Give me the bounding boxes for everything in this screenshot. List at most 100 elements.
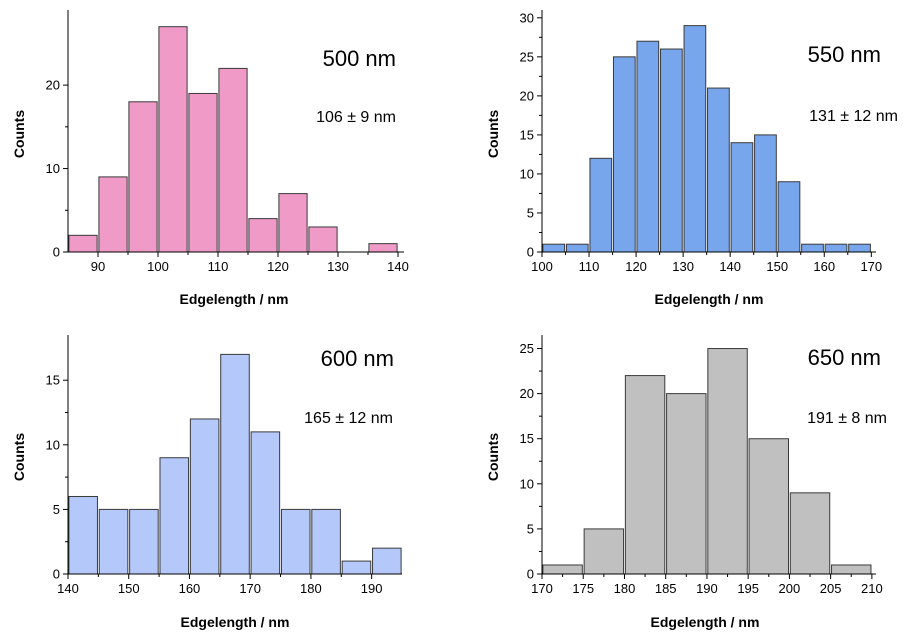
x-tick-label: 140 — [719, 259, 741, 274]
histogram-bar — [824, 243, 848, 253]
x-tick-label: 170 — [239, 581, 261, 596]
y-tick-label: 0 — [53, 567, 60, 582]
x-tick-label: 150 — [766, 259, 788, 274]
x-tick-label: 205 — [820, 581, 842, 596]
histogram-bar — [98, 508, 129, 575]
histogram-bar — [789, 492, 831, 575]
x-axis-label: Edgelength / nm — [651, 614, 760, 630]
panel-annotation: 191 ± 8 nm — [807, 410, 887, 427]
panel-annotation: 131 ± 12 nm — [809, 108, 898, 125]
y-tick-label: 0 — [527, 567, 534, 582]
x-tick-label: 170 — [860, 259, 882, 274]
y-axis-label: Counts — [485, 433, 501, 481]
histogram-bar — [341, 560, 372, 575]
x-tick-label: 120 — [267, 259, 289, 274]
histogram-bar — [542, 243, 566, 253]
x-tick-label: 130 — [327, 259, 349, 274]
y-tick-label: 20 — [520, 386, 534, 401]
x-tick-label: 190 — [361, 581, 383, 596]
x-tick-label: 110 — [579, 259, 600, 274]
histogram-bar — [280, 508, 311, 575]
histogram-bar — [368, 243, 398, 253]
histogram-bar — [660, 48, 683, 253]
y-tick-label: 10 — [46, 437, 60, 452]
histogram-bar — [188, 92, 218, 253]
histogram-panel-500nm: 500 nm 106 ± 9 nm Edgelength / nm Counts… — [11, 10, 409, 307]
x-tick-label: 175 — [572, 581, 594, 596]
y-tick-label: 15 — [520, 127, 534, 142]
histogram-panel-650nm: 650 nm 191 ± 8 nm Edgelength / nm Counts… — [485, 335, 887, 630]
x-tick-label: 120 — [625, 259, 647, 274]
x-tick-label: 180 — [614, 581, 636, 596]
histogram-bar — [250, 431, 281, 575]
histogram-bar — [129, 508, 159, 575]
x-tick-label: 90 — [91, 259, 105, 274]
x-tick-label: 150 — [118, 581, 140, 596]
histogram-bar — [189, 418, 220, 575]
histogram-bar — [220, 353, 250, 575]
histogram-bar — [68, 495, 98, 575]
y-tick-label: 15 — [46, 373, 60, 388]
x-tick-label: 160 — [179, 581, 201, 596]
panel-title: 650 nm — [808, 345, 881, 370]
histogram-bar — [831, 564, 872, 575]
x-tick-label: 110 — [208, 259, 229, 274]
x-tick-label: 100 — [147, 259, 169, 274]
x-tick-label: 185 — [655, 581, 677, 596]
histogram-bar — [278, 193, 308, 253]
x-axis-label: Edgelength / nm — [181, 614, 290, 630]
histogram-bar — [68, 234, 98, 253]
y-tick-label: 20 — [520, 88, 534, 103]
y-tick-label: 25 — [520, 341, 534, 356]
y-tick-label: 10 — [520, 476, 534, 491]
histogram-bar — [624, 375, 666, 575]
histogram-bar — [589, 157, 613, 253]
y-tick-label: 0 — [527, 245, 534, 260]
histogram-bar — [218, 67, 248, 253]
x-tick-label: 210 — [861, 581, 883, 596]
histogram-bar — [848, 243, 871, 253]
y-tick-label: 5 — [527, 205, 534, 220]
histogram-bar — [98, 176, 128, 253]
panel-title: 550 nm — [808, 42, 881, 67]
x-tick-label: 180 — [300, 581, 322, 596]
x-axis-label: Edgelength / nm — [655, 291, 764, 307]
y-tick-label: 5 — [53, 502, 60, 517]
histogram-bar — [636, 40, 660, 253]
histogram-bar — [542, 564, 583, 575]
x-tick-label: 160 — [813, 259, 835, 274]
x-tick-label: 200 — [779, 581, 801, 596]
histogram-bar — [683, 25, 707, 253]
panel-title: 600 nm — [321, 346, 394, 371]
histogram-bar — [748, 438, 790, 575]
histogram-bar — [777, 181, 801, 253]
x-tick-label: 140 — [387, 259, 409, 274]
x-axis-label: Edgelength / nm — [180, 291, 289, 307]
histogram-bar — [159, 457, 190, 575]
histogram-panel-550nm: 550 nm 131 ± 12 nm Edgelength / nm Count… — [485, 10, 898, 307]
y-axis-label: Counts — [11, 110, 27, 158]
histogram-bar — [666, 393, 707, 575]
histogram-bar — [248, 218, 278, 253]
histogram-panel-600nm: 600 nm 165 ± 12 nm Edgelength / nm Count… — [11, 335, 402, 630]
y-tick-label: 20 — [46, 78, 60, 93]
x-tick-label: 100 — [531, 259, 553, 274]
histogram-bar — [583, 528, 625, 575]
bar-series — [68, 353, 402, 575]
histogram-bar — [801, 243, 824, 253]
histogram-bar — [128, 101, 158, 253]
y-tick-label: 25 — [520, 49, 534, 64]
histogram-bar — [707, 348, 748, 575]
bar-series — [542, 25, 871, 253]
bar-series — [542, 348, 872, 575]
panel-annotation: 106 ± 9 nm — [316, 109, 396, 126]
y-axis-label: Counts — [11, 433, 27, 481]
panel-title: 500 nm — [323, 46, 396, 71]
y-tick-label: 30 — [520, 10, 534, 25]
y-tick-label: 15 — [520, 431, 534, 446]
histogram-bar — [308, 226, 338, 253]
panel-annotation: 165 ± 12 nm — [304, 410, 393, 427]
x-tick-label: 190 — [696, 581, 718, 596]
y-tick-label: 5 — [527, 521, 534, 536]
y-tick-label: 10 — [520, 166, 534, 181]
